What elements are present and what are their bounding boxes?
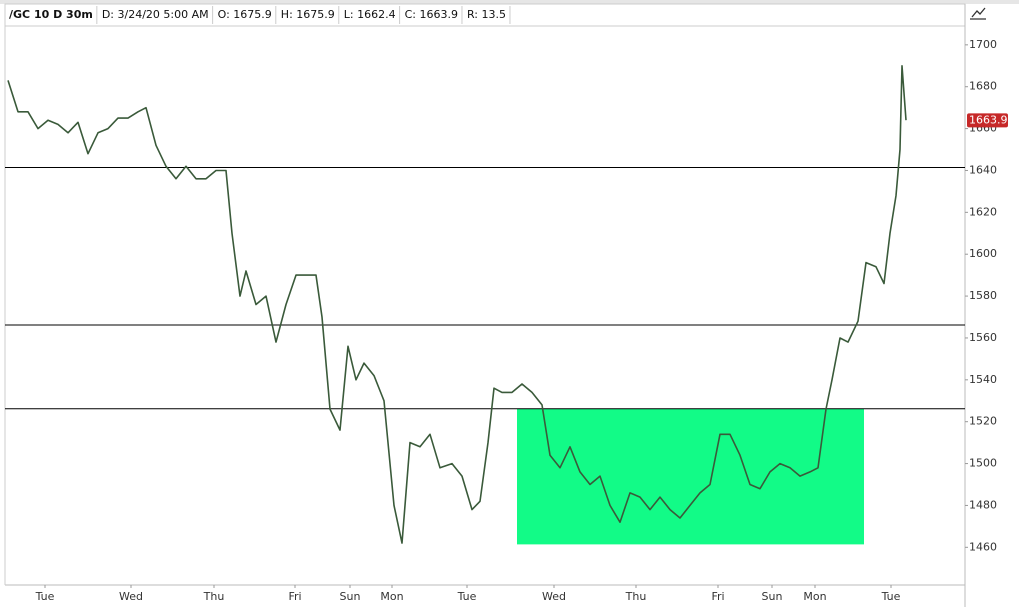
x-tick-label: Mon (380, 590, 403, 603)
y-tick-label: 1540 (969, 373, 997, 386)
y-tick-label: 1680 (969, 80, 997, 93)
zone (517, 408, 864, 545)
y-tick-label: 1460 (969, 540, 997, 553)
y-tick-label: 1580 (969, 289, 997, 302)
y-tick-label: 1700 (969, 38, 997, 51)
x-tick-label: Tue (35, 590, 55, 603)
x-tick-label: Fri (288, 590, 301, 603)
chart-icon[interactable] (970, 7, 986, 20)
y-tick-label: 1560 (969, 331, 997, 344)
y-tick-label: 1600 (969, 247, 997, 260)
y-tick-label: 1480 (969, 498, 997, 511)
header-field: L: 1662.4 (344, 8, 396, 21)
x-tick-label: Fri (711, 590, 724, 603)
header-field: C: 1663.9 (405, 8, 458, 21)
toolbar (0, 0, 1019, 4)
y-tick-label: 1520 (969, 415, 997, 428)
x-tick-label: Tue (457, 590, 477, 603)
y-tick-label: 1620 (969, 205, 997, 218)
header-field: H: 1675.9 (281, 8, 335, 21)
header-field: /GC 10 D 30m (9, 8, 93, 21)
x-tick-label: Sun (340, 590, 361, 603)
x-tick-label: Thu (625, 590, 647, 603)
header: /GC 10 D 30m D: 3/24/20 5:00 AM O: 1675.9 H… (9, 6, 511, 24)
x-tick-label: Tue (881, 590, 901, 603)
x-tick-label: Thu (203, 590, 225, 603)
price-badge-label: 1663.9 (969, 113, 1008, 126)
header-field: D: 3/24/20 5:00 AM (102, 8, 209, 21)
price-line (7, 65, 907, 544)
header-field: R: 13.5 (467, 8, 506, 21)
x-tick-label: Wed (542, 590, 566, 603)
header-field: O: 1675.9 (218, 8, 272, 21)
x-tick-label: Mon (803, 590, 826, 603)
y-tick-label: 1500 (969, 457, 997, 470)
x-tick-label: Wed (119, 590, 143, 603)
price-badge (967, 113, 1008, 128)
x-tick-label: Sun (762, 590, 783, 603)
y-tick-label: 1640 (969, 163, 997, 176)
